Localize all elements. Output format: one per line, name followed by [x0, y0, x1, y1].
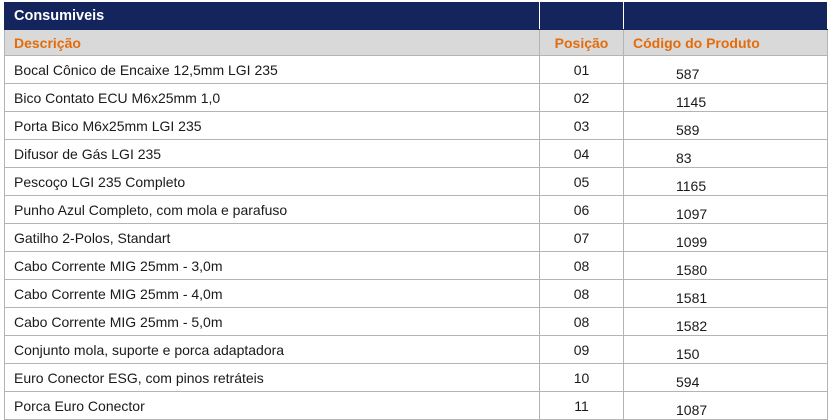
table-title-row: Consumiveis [4, 2, 828, 30]
table-row: Conjunto mola, suporte e porca adaptador… [4, 335, 828, 364]
cell-posicao: 08 [539, 251, 624, 280]
column-header-posicao: Posição [539, 29, 624, 56]
cell-descricao: Cabo Corrente MIG 25mm - 3,0m [4, 251, 540, 280]
table-row: Cabo Corrente MIG 25mm - 4,0m 08 1581 [4, 279, 828, 308]
table-row: Porca Euro Conector 11 1087 [4, 391, 828, 420]
cell-codigo: 1580 [623, 251, 828, 280]
cell-posicao: 08 [539, 307, 624, 336]
cell-posicao: 03 [539, 111, 624, 140]
cell-descricao: Gatilho 2-Polos, Standart [4, 223, 540, 252]
cell-posicao: 09 [539, 335, 624, 364]
table-row: Cabo Corrente MIG 25mm - 5,0m 08 1582 [4, 307, 828, 336]
table-row: Punho Azul Completo, com mola e parafuso… [4, 195, 828, 224]
title-spacer [623, 2, 828, 30]
cell-posicao: 08 [539, 279, 624, 308]
column-header-codigo: Código do Produto [623, 29, 828, 56]
cell-descricao: Cabo Corrente MIG 25mm - 4,0m [4, 279, 540, 308]
cell-codigo: 83 [623, 139, 828, 168]
table-row: Euro Conector ESG, com pinos retráteis 10… [4, 363, 828, 392]
cell-descricao: Bico Contato ECU M6x25mm 1,0 [4, 83, 540, 112]
cell-posicao: 10 [539, 363, 624, 392]
table-row: Pescoço LGI 235 Completo 05 1165 [4, 167, 828, 196]
table-row: Bico Contato ECU M6x25mm 1,0 02 1145 [4, 83, 828, 112]
cell-codigo: 1165 [623, 167, 828, 196]
cell-posicao: 02 [539, 83, 624, 112]
cell-descricao: Porca Euro Conector [4, 391, 540, 420]
cell-codigo: 1145 [623, 83, 828, 112]
cell-codigo: 587 [623, 55, 828, 84]
table-row: Porta Bico M6x25mm LGI 235 03 589 [4, 111, 828, 140]
cell-posicao: 11 [539, 391, 624, 420]
table-row: Difusor de Gás LGI 235 04 83 [4, 139, 828, 168]
cell-descricao: Euro Conector ESG, com pinos retráteis [4, 363, 540, 392]
cell-posicao: 07 [539, 223, 624, 252]
consumables-table: Consumiveis Descrição Posição Código do … [4, 2, 828, 420]
cell-posicao: 01 [539, 55, 624, 84]
cell-descricao: Pescoço LGI 235 Completo [4, 167, 540, 196]
cell-descricao: Porta Bico M6x25mm LGI 235 [4, 111, 540, 140]
column-header-descricao: Descrição [4, 29, 540, 56]
cell-descricao: Cabo Corrente MIG 25mm - 5,0m [4, 307, 540, 336]
table-row: Bocal Cônico de Encaixe 12,5mm LGI 235 01… [4, 55, 828, 84]
cell-descricao: Bocal Cônico de Encaixe 12,5mm LGI 235 [4, 55, 540, 84]
cell-codigo: 594 [623, 363, 828, 392]
cell-posicao: 04 [539, 139, 624, 168]
table-title: Consumiveis [4, 2, 540, 30]
table-header-row: Descrição Posição Código do Produto [4, 29, 828, 56]
table-row: Gatilho 2-Polos, Standart 07 1099 [4, 223, 828, 252]
cell-codigo: 589 [623, 111, 828, 140]
cell-codigo: 1582 [623, 307, 828, 336]
title-spacer [539, 2, 624, 30]
cell-codigo: 150 [623, 335, 828, 364]
cell-codigo: 1097 [623, 195, 828, 224]
cell-codigo: 1087 [623, 391, 828, 420]
cell-descricao: Conjunto mola, suporte e porca adaptador… [4, 335, 540, 364]
cell-descricao: Difusor de Gás LGI 235 [4, 139, 540, 168]
table-row: Cabo Corrente MIG 25mm - 3,0m 08 1580 [4, 251, 828, 280]
cell-posicao: 06 [539, 195, 624, 224]
cell-codigo: 1581 [623, 279, 828, 308]
cell-codigo: 1099 [623, 223, 828, 252]
cell-descricao: Punho Azul Completo, com mola e parafuso [4, 195, 540, 224]
cell-posicao: 05 [539, 167, 624, 196]
